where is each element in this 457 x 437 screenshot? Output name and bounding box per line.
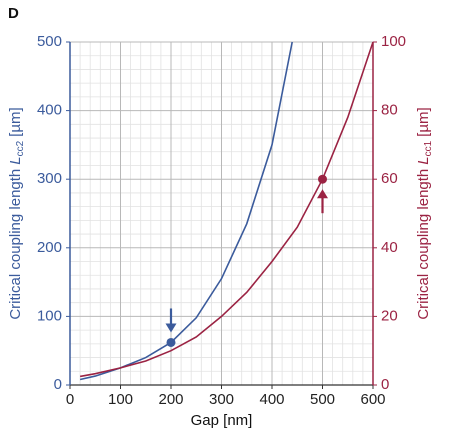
- line: [79, 41, 373, 378]
- y-tick-label: 100: [37, 307, 62, 324]
- axis-label: Critical coupling length Lcc1 [µm]: [415, 107, 434, 319]
- label-unit: [µm]: [415, 107, 432, 136]
- y-tick-label: 500: [37, 33, 62, 50]
- y-tick-label: 200: [37, 239, 62, 256]
- y2-tick-label: 40: [381, 239, 398, 256]
- highlight-point: [318, 174, 327, 184]
- label-subscript: cc2: [15, 140, 26, 156]
- y2-tick-label: 80: [381, 102, 398, 119]
- panel-label: D: [8, 5, 19, 22]
- x-axis-label: Gap [nm]: [191, 412, 253, 429]
- x-tick-label: 400: [259, 391, 284, 408]
- label-subscript: cc1: [423, 140, 434, 156]
- label-unit: [µm]: [7, 107, 24, 136]
- label-text: Critical coupling length: [415, 169, 432, 320]
- highlight-point: [166, 337, 176, 347]
- y2-tick-label: 60: [381, 170, 398, 187]
- y2-tick-label: 100: [381, 33, 406, 50]
- x-tick-label: 500: [310, 391, 335, 408]
- y-tick-label: 300: [37, 170, 62, 187]
- label-symbol: L: [415, 156, 432, 164]
- x-tick-label: 100: [108, 391, 133, 408]
- x-tick-label: 600: [360, 391, 385, 408]
- y-tick-label: 0: [54, 376, 62, 393]
- y2-tick-label: 0: [381, 376, 389, 393]
- axis-label: Critical coupling length Lcc2 [µm]: [7, 107, 26, 319]
- x-tick-label: 0: [66, 391, 74, 408]
- y2-tick-label: 20: [381, 307, 398, 324]
- y-tick-label: 400: [37, 102, 62, 119]
- line: [79, 41, 293, 381]
- x-tick-label: 200: [158, 391, 183, 408]
- arrow-head: [317, 189, 328, 199]
- arrow-head: [165, 323, 177, 333]
- x-tick-label: 300: [209, 391, 234, 408]
- label-symbol: L: [7, 156, 24, 164]
- label-text: Critical coupling length: [7, 169, 24, 320]
